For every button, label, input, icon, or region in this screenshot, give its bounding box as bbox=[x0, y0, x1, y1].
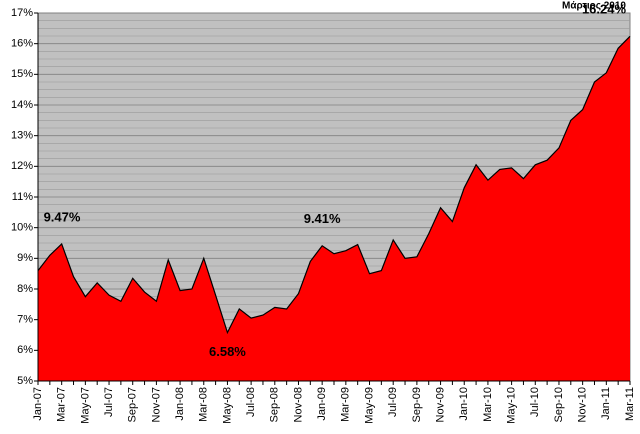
x-tick-label: Jul-09 bbox=[387, 387, 399, 417]
data-label: 16.24% bbox=[582, 2, 627, 17]
y-tick-label: 11% bbox=[12, 191, 33, 203]
x-tick-label: Nov-09 bbox=[434, 387, 446, 422]
x-tick-label: Nov-10 bbox=[577, 387, 589, 422]
x-tick-label: Sep-09 bbox=[411, 387, 423, 422]
y-tick-label: 14% bbox=[11, 99, 33, 111]
y-tick-label: 12% bbox=[11, 160, 33, 172]
annotation: Μάρτιος 2010 bbox=[562, 1, 626, 12]
x-tick-label: Nov-08 bbox=[292, 387, 304, 422]
x-tick-label: Jan-11 bbox=[600, 387, 612, 420]
y-tick-label: 13% bbox=[11, 130, 33, 142]
y-tick-label: 6% bbox=[17, 344, 33, 356]
x-tick-label: Jul-10 bbox=[529, 387, 541, 417]
y-tick-label: 10% bbox=[11, 222, 33, 234]
y-tick-label: 15% bbox=[11, 68, 33, 80]
x-tick-label: Jul-07 bbox=[103, 387, 115, 417]
area bbox=[38, 36, 630, 381]
x-tick-label: Sep-10 bbox=[553, 387, 565, 422]
y-tick-label: 9% bbox=[17, 252, 33, 264]
x-tick-label: Sep-07 bbox=[127, 387, 139, 422]
line bbox=[37, 35, 631, 335]
x-tick-label: Nov-07 bbox=[150, 387, 162, 422]
x-tick-label: Jan-08 bbox=[174, 387, 186, 421]
y-tick-label: 8% bbox=[17, 283, 33, 295]
x-tick-label: May-10 bbox=[506, 387, 518, 424]
y-tick-label: 16% bbox=[11, 38, 33, 50]
data-label: 9.47% bbox=[44, 209, 81, 224]
x-tick-label: Mar-09 bbox=[340, 387, 352, 422]
x-tick-label: Jul-08 bbox=[245, 387, 257, 417]
x-tick-label: Jan-10 bbox=[458, 387, 470, 421]
y-tick-label: 5% bbox=[17, 375, 33, 387]
x-tick-label: Sep-08 bbox=[269, 387, 281, 422]
x-tick-label: May-07 bbox=[79, 387, 91, 424]
data-label: 6.58% bbox=[209, 344, 246, 359]
x-tick-label: Mar-08 bbox=[198, 387, 210, 422]
data-label: 9.41% bbox=[304, 211, 341, 226]
x-tick-label: Mar-10 bbox=[482, 387, 494, 422]
x-tick-label: May-08 bbox=[221, 387, 233, 424]
x-tick-label: Mar-07 bbox=[56, 387, 68, 422]
x-tick-label: Jan-09 bbox=[316, 387, 328, 421]
x-tick-label: Mar-11 bbox=[624, 387, 636, 421]
y-tick-label: 17% bbox=[11, 7, 33, 19]
y-tick-label: 7% bbox=[17, 314, 33, 326]
x-tick-label: Jan-07 bbox=[32, 387, 44, 421]
x-tick-label: May-09 bbox=[363, 387, 375, 424]
